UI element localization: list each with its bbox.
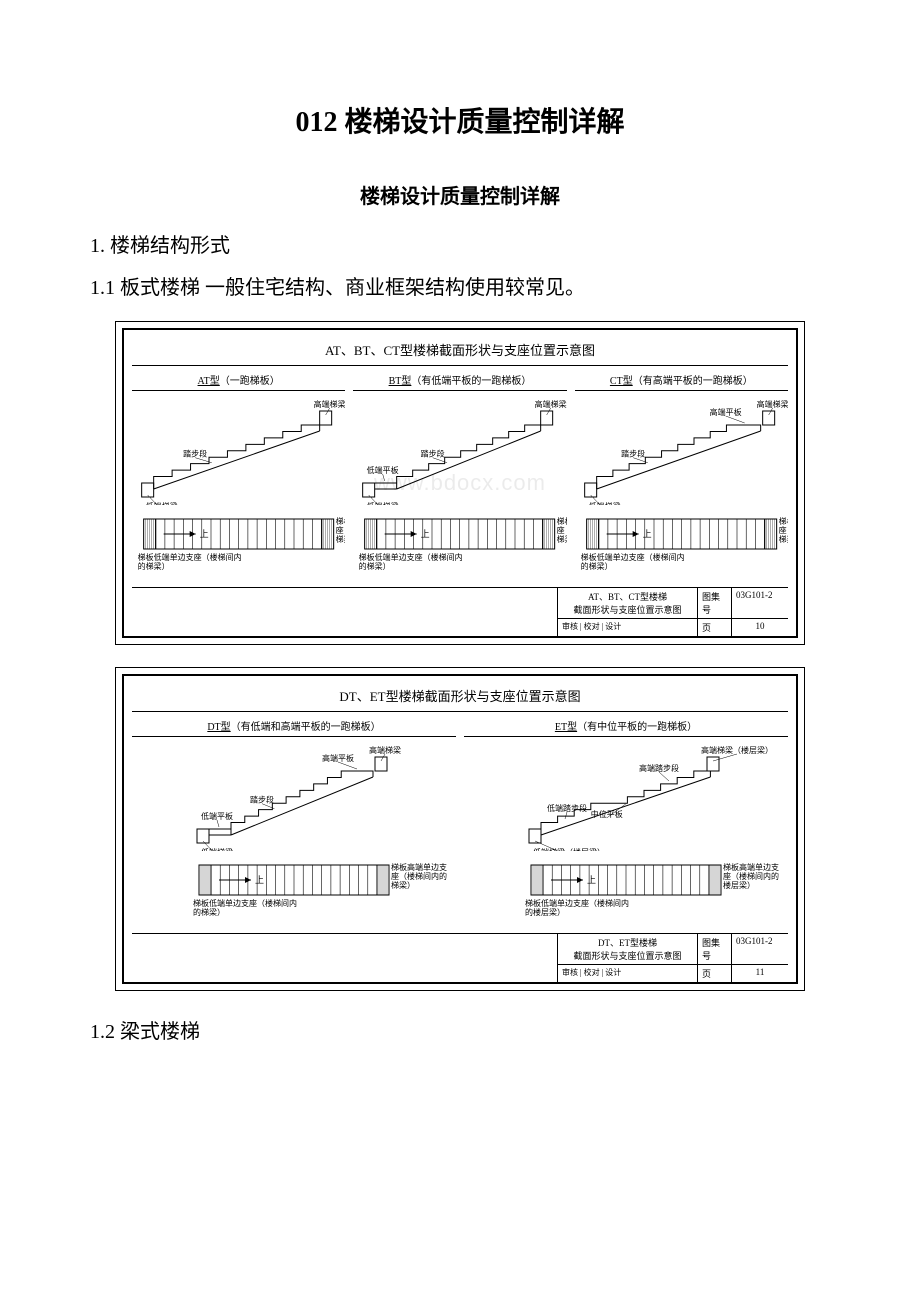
svg-text:低端梯梁: 低端梯梁 [588, 501, 620, 505]
svg-text:上: 上 [421, 529, 430, 539]
svg-text:低端梯梁: 低端梯梁 [201, 847, 233, 851]
section-1-heading: 1. 楼梯结构形式 [90, 227, 830, 265]
stair-panel: BT型（有低端平板的一跑梯板） 高端梯梁踏步段低端平板低端梯梁上梯板高端单边支座（… [353, 372, 566, 581]
svg-text:上: 上 [200, 529, 209, 539]
section-1-1-text: 1.1 板式楼梯 一般住宅结构、商业框架结构使用较常见。 [90, 269, 830, 307]
atlas2-label: 图集号 [698, 934, 732, 964]
svg-text:踏步段: 踏步段 [421, 449, 445, 459]
stair-panel: ET型（有中位平板的一跑梯板） 高端梯梁（楼层梁） 高端踏步段中位平板低端踏步段低端… [464, 718, 788, 927]
svg-text:低端踏步段: 低端踏步段 [547, 803, 587, 813]
stair-plan-drawing: 上梯板高端单边支座（楼梯间内的梯梁）梯板低端单边支座（楼梯间内的梯梁） [132, 855, 456, 927]
footer2-设计: 设计 [605, 968, 621, 977]
svg-text:低端平板: 低端平板 [367, 465, 399, 475]
page2-label: 页 [698, 965, 732, 982]
footer-審核: 审核 [562, 622, 578, 631]
svg-text:中位平板: 中位平板 [591, 809, 623, 819]
atlas-value: 03G101-2 [732, 588, 788, 618]
page-label: 页 [698, 619, 732, 636]
stair-section-drawing: 高端梯梁高端平板踏步段低端梯梁 [575, 395, 788, 505]
footer2-caption-2: 截面形状与支座位置示意图 [562, 949, 693, 962]
diagram-1-container: AT、BT、CT型楼梯截面形状与支座位置示意图 AT型（一跑梯板） 高端梯梁踏步段… [90, 321, 830, 645]
diagram-2-footer: DT、ET型楼梯 截面形状与支座位置示意图 图集号 03G101-2 审核 | … [132, 933, 788, 982]
footer-设计: 设计 [605, 622, 621, 631]
svg-text:踏步段: 踏步段 [621, 449, 645, 459]
stair-panel: DT型（有低端和高端平板的一跑梯板） 高端梯梁高端平板踏步段低端平板低端梯梁上梯板… [132, 718, 456, 927]
atlas2-value: 03G101-2 [732, 934, 788, 964]
diagram-1: AT、BT、CT型楼梯截面形状与支座位置示意图 AT型（一跑梯板） 高端梯梁踏步段… [115, 321, 805, 645]
svg-text:高端梯梁（楼层梁）: 高端梯梁（楼层梁） [701, 745, 773, 755]
svg-text:低端梯梁（楼层梁）: 低端梯梁（楼层梁） [533, 847, 605, 851]
footer-校对: 校对 [584, 622, 600, 631]
stair-section-drawing: 高端梯梁踏步段低端梯梁 [132, 395, 345, 505]
diagram-2-container: DT、ET型楼梯截面形状与支座位置示意图 DT型（有低端和高端平板的一跑梯板） 高… [90, 667, 830, 991]
stair-panel: CT型（有高端平板的一跑梯板） 高端梯梁高端平板踏步段低端梯梁上梯板高端单边支座（… [575, 372, 788, 581]
svg-text:低端梯梁: 低端梯梁 [146, 501, 178, 505]
footer2-caption-1: DT、ET型楼梯 [562, 936, 693, 949]
svg-text:高端梯梁: 高端梯梁 [535, 399, 567, 409]
section-1-2-text: 1.2 梁式楼梯 [90, 1013, 830, 1051]
svg-text:踏步段: 踏步段 [183, 449, 207, 459]
svg-text:踏步段: 踏步段 [250, 795, 274, 805]
svg-text:高端踏步段: 高端踏步段 [639, 763, 679, 773]
svg-text:上: 上 [642, 529, 651, 539]
svg-text:高端平板: 高端平板 [322, 753, 354, 763]
diagram-1-footer: AT、BT、CT型楼梯 截面形状与支座位置示意图 图集号 03G101-2 审核… [132, 587, 788, 636]
panel-header: ET型（有中位平板的一跑梯板） [464, 718, 788, 737]
stair-panel: AT型（一跑梯板） 高端梯梁踏步段低端梯梁上梯板高端单边支座（楼梯间内的梯梁）梯板… [132, 372, 345, 581]
stair-section-drawing: 高端梯梁踏步段低端平板低端梯梁 [353, 395, 566, 505]
svg-text:高端梯梁: 高端梯梁 [314, 399, 346, 409]
atlas-label: 图集号 [698, 588, 732, 618]
diagram-2: DT、ET型楼梯截面形状与支座位置示意图 DT型（有低端和高端平板的一跑梯板） 高… [115, 667, 805, 991]
svg-text:高端平板: 高端平板 [709, 407, 741, 417]
footer-caption-1: AT、BT、CT型楼梯 [562, 590, 693, 603]
svg-text:低端平板: 低端平板 [201, 811, 233, 821]
subtitle: 楼梯设计质量控制详解 [90, 180, 830, 209]
footer2-审核: 审核 [562, 968, 578, 977]
stair-plan-drawing: 上梯板高端单边支座（楼梯间内的梯梁）梯板低端单边支座（楼梯间内的梯梁） [353, 509, 566, 581]
stair-plan-drawing: 上梯板高端单边支座（楼梯间内的梯梁）梯板低端单边支座（楼梯间内的梯梁） [575, 509, 788, 581]
panel-header: AT型（一跑梯板） [132, 372, 345, 391]
main-title: 012 楼梯设计质量控制详解 [90, 100, 830, 140]
svg-text:上: 上 [255, 875, 264, 885]
panel-header: DT型（有低端和高端平板的一跑梯板） [132, 718, 456, 737]
diagram-2-title: DT、ET型楼梯截面形状与支座位置示意图 [132, 682, 788, 712]
svg-text:高端梯梁: 高端梯梁 [756, 399, 788, 409]
page2-value: 11 [732, 965, 788, 982]
stair-section-drawing: 高端梯梁（楼层梁） 高端踏步段中位平板低端踏步段低端梯梁（楼层梁） [464, 741, 788, 851]
svg-text:上: 上 [587, 875, 596, 885]
panel-header: BT型（有低端平板的一跑梯板） [353, 372, 566, 391]
stair-section-drawing: 高端梯梁高端平板踏步段低端平板低端梯梁 [132, 741, 456, 851]
page-value: 10 [732, 619, 788, 636]
stair-plan-drawing: 上梯板高端单边支座（楼梯间内的楼层梁）梯板低端单边支座（楼梯间内的楼层梁） [464, 855, 788, 927]
svg-text:高端梯梁: 高端梯梁 [369, 745, 401, 755]
stair-plan-drawing: 上梯板高端单边支座（楼梯间内的梯梁）梯板低端单边支座（楼梯间内的梯梁） [132, 509, 345, 581]
panel-header: CT型（有高端平板的一跑梯板） [575, 372, 788, 391]
footer-caption-2: 截面形状与支座位置示意图 [562, 603, 693, 616]
footer2-校对: 校对 [584, 968, 600, 977]
diagram-1-title: AT、BT、CT型楼梯截面形状与支座位置示意图 [132, 336, 788, 366]
svg-text:低端梯梁: 低端梯梁 [367, 501, 399, 505]
